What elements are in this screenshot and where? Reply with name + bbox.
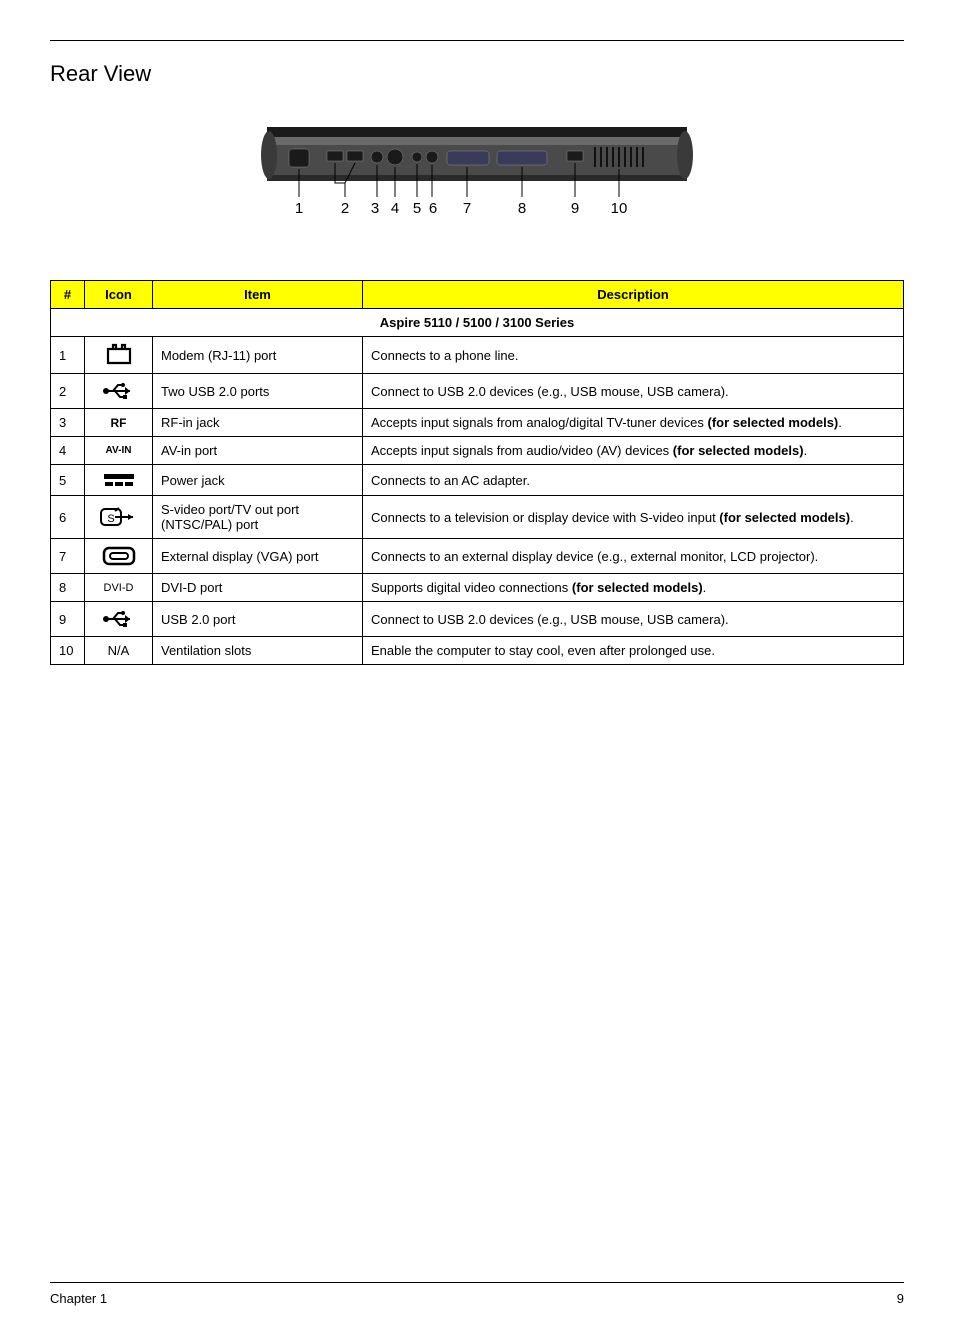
table-row: 2 Two USB 2.0 ports Connect to USB 2.0 d… — [51, 374, 904, 409]
table-row: 4 AV-IN AV-in port Accepts input signals… — [51, 437, 904, 465]
row-item: RF-in jack — [153, 409, 363, 437]
row-item: Power jack — [153, 465, 363, 496]
table-row: 5 Power jack Connects to an AC adapter. — [51, 465, 904, 496]
row-desc: Supports digital video connections (for … — [363, 574, 904, 602]
row-desc: Accepts input signals from audio/video (… — [363, 437, 904, 465]
row-item: AV-in port — [153, 437, 363, 465]
table-row: 3 RF RF-in jack Accepts input signals fr… — [51, 409, 904, 437]
footer-left: Chapter 1 — [50, 1291, 107, 1306]
page-footer: Chapter 1 9 — [50, 1282, 904, 1306]
callout-3: 3 — [371, 200, 379, 217]
callout-2: 2 — [341, 200, 349, 217]
vga-icon — [85, 539, 153, 574]
row-num: 9 — [51, 602, 85, 637]
callout-5: 5 — [413, 200, 421, 217]
callout-4: 4 — [391, 200, 399, 217]
row-desc: Connects to an external display device (… — [363, 539, 904, 574]
header-desc: Description — [363, 281, 904, 309]
table-row: 8 DVI-D DVI-D port Supports digital vide… — [51, 574, 904, 602]
row-num: 5 — [51, 465, 85, 496]
row-desc: Connects to a phone line. — [363, 337, 904, 374]
rear-view-diagram: 1 2 3 4 5 6 7 8 9 10 — [50, 117, 904, 250]
callout-7: 7 — [463, 200, 471, 217]
callout-8: 8 — [518, 200, 526, 217]
row-desc: Connects to an AC adapter. — [363, 465, 904, 496]
row-num: 8 — [51, 574, 85, 602]
callout-1: 1 — [295, 200, 303, 217]
row-desc: Connects to a television or display devi… — [363, 496, 904, 539]
section-title: Aspire 5110 / 5100 / 3100 Series — [51, 309, 904, 337]
row-item: DVI-D port — [153, 574, 363, 602]
callout-9: 9 — [571, 200, 579, 217]
table-row: 9 USB 2.0 port Connect to USB 2.0 device… — [51, 602, 904, 637]
footer-right: 9 — [897, 1291, 904, 1306]
row-num: 3 — [51, 409, 85, 437]
row-item: Ventilation slots — [153, 637, 363, 665]
svideo-icon: S — [85, 496, 153, 539]
header-item: Item — [153, 281, 363, 309]
callout-6: 6 — [429, 200, 437, 217]
row-desc: Accepts input signals from analog/digita… — [363, 409, 904, 437]
modem-icon — [85, 337, 153, 374]
row-item: S-video port/TV out port (NTSC/PAL) port — [153, 496, 363, 539]
header-icon: Icon — [85, 281, 153, 309]
callout-10: 10 — [611, 200, 628, 217]
row-num: 4 — [51, 437, 85, 465]
row-num: 7 — [51, 539, 85, 574]
row-num: 10 — [51, 637, 85, 665]
page-title: Rear View — [50, 61, 904, 87]
svg-text:S: S — [107, 513, 114, 525]
row-num: 2 — [51, 374, 85, 409]
header-num: # — [51, 281, 85, 309]
ports-table: # Icon Item Description Aspire 5110 / 51… — [50, 280, 904, 665]
usb-icon — [85, 602, 153, 637]
row-desc: Connect to USB 2.0 devices (e.g., USB mo… — [363, 374, 904, 409]
na-icon: N/A — [85, 637, 153, 665]
row-item: USB 2.0 port — [153, 602, 363, 637]
avin-icon: AV-IN — [85, 437, 153, 465]
row-item: Modem (RJ-11) port — [153, 337, 363, 374]
table-row: 6 S S-video port/TV out port (NTSC/PAL) … — [51, 496, 904, 539]
table-row: 1 Modem (RJ-11) port Connects to a phone… — [51, 337, 904, 374]
rf-icon: RF — [85, 409, 153, 437]
row-desc: Connect to USB 2.0 devices (e.g., USB mo… — [363, 602, 904, 637]
table-row: 10 N/A Ventilation slots Enable the comp… — [51, 637, 904, 665]
row-item: External display (VGA) port — [153, 539, 363, 574]
row-num: 1 — [51, 337, 85, 374]
row-desc: Enable the computer to stay cool, even a… — [363, 637, 904, 665]
row-num: 6 — [51, 496, 85, 539]
dvid-icon: DVI-D — [85, 574, 153, 602]
usb-icon — [85, 374, 153, 409]
power-icon — [85, 465, 153, 496]
table-row: 7 External display (VGA) port Connects t… — [51, 539, 904, 574]
row-item: Two USB 2.0 ports — [153, 374, 363, 409]
